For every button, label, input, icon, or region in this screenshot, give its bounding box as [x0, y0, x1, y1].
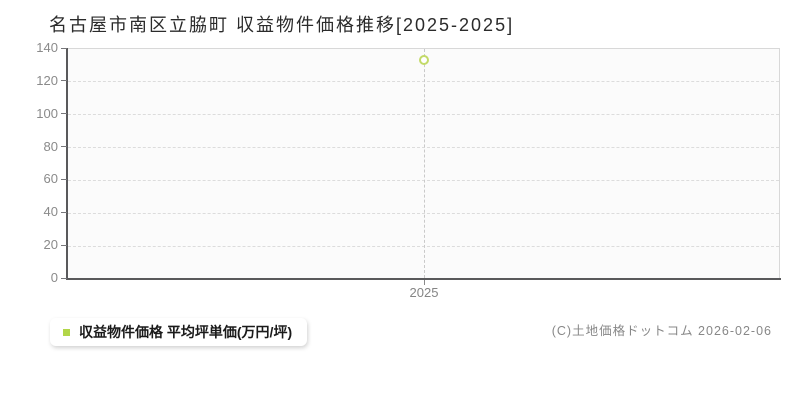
legend: 収益物件価格 平均坪単価(万円/坪): [50, 318, 308, 346]
y-axis-tick: [61, 244, 67, 246]
chart-title: 名古屋市南区立脇町 収益物件価格推移[2025-2025]: [49, 15, 515, 35]
vertical-gridline: [423, 49, 425, 278]
y-axis-tick: [61, 178, 67, 180]
y-axis-tick-label: 0: [50, 270, 58, 285]
x-axis-tick-label: 2025: [409, 285, 439, 300]
y-axis-tick: [61, 80, 67, 82]
x-axis-line: [66, 278, 781, 280]
plot-area: [68, 48, 780, 278]
legend-marker-icon: [63, 328, 70, 336]
y-axis-tick: [61, 113, 67, 115]
y-axis-tick-label: 140: [36, 40, 58, 55]
y-axis-tick: [61, 47, 67, 49]
y-axis-tick-label: 40: [43, 204, 58, 220]
y-axis-tick-label: 120: [36, 72, 58, 88]
y-axis-tick-label: 100: [36, 105, 58, 121]
copyright-text: (C)土地価格ドットコム 2026-02-06: [551, 324, 772, 338]
x-axis-tick: [423, 280, 425, 285]
legend-label: 収益物件価格 平均坪単価(万円/坪): [79, 324, 293, 340]
y-axis-tick: [61, 277, 67, 279]
y-axis-tick-label: 60: [43, 171, 58, 187]
y-axis-tick: [61, 211, 67, 213]
y-axis-tick: [61, 146, 67, 148]
y-axis-tick-label: 80: [43, 138, 58, 154]
data-point-marker: [419, 54, 429, 65]
y-axis-tick-label: 20: [43, 237, 58, 253]
y-axis-line: [66, 48, 68, 280]
